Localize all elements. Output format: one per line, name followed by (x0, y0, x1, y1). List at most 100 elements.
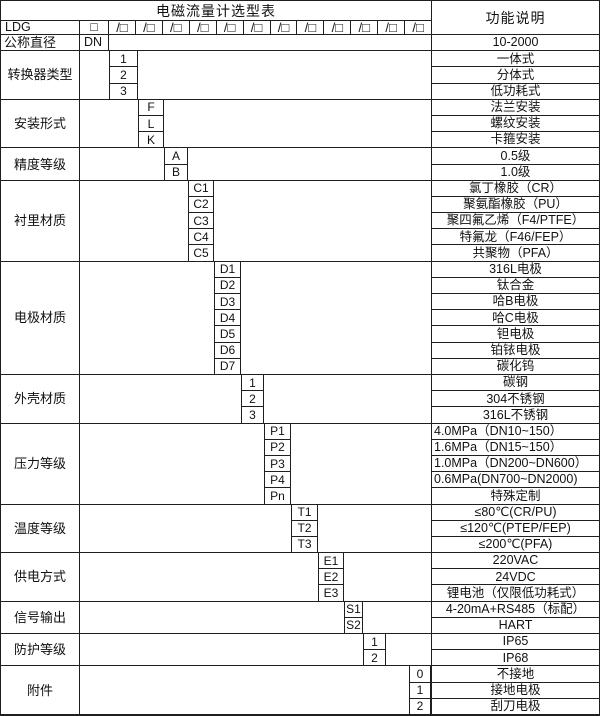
empty-cell (80, 634, 363, 667)
option-description: 法兰安装 (431, 99, 599, 116)
category-label: 信号输出 (1, 601, 80, 635)
empty-cell (386, 634, 431, 667)
option-code: 1 (409, 682, 431, 699)
option-description: 1.0MPa（DN200~DN600） (431, 455, 599, 473)
model-code-label: LDG (1, 21, 80, 35)
category-label: 供电方式 (1, 553, 80, 602)
option-description: 聚氨酯橡胶（PU） (431, 196, 599, 214)
option-code: P4 (264, 472, 291, 489)
empty-cell (363, 602, 431, 635)
category-label: 衬里材质 (1, 180, 80, 262)
empty-cell (80, 424, 264, 505)
option-code: D2 (214, 277, 241, 295)
code-box: /□ (378, 21, 406, 34)
option-description: 4-20mA+RS485（标配） (431, 601, 599, 618)
option-description: 0.6MPa(DN700~DN2000) (431, 472, 599, 489)
empty-cell (214, 181, 431, 262)
empty-cell (164, 100, 431, 149)
code-box: /□ (351, 21, 379, 34)
option-code: E3 (318, 585, 344, 602)
option-description: 1.0级 (431, 164, 599, 181)
option-description: 卡箍安装 (431, 132, 599, 149)
empty-cell (291, 424, 431, 505)
option-description: 220VAC (431, 553, 599, 570)
option-description: 铂铱电极 (431, 342, 599, 359)
empty-cell (80, 602, 344, 635)
category-label: 电极材质 (1, 261, 80, 375)
option-description: 10-2000 (431, 35, 599, 52)
option-description: 聚四氟乙烯（F4/PTFE） (431, 213, 599, 230)
option-description: 锂电池（仅限低功耗式） (431, 585, 599, 602)
empty-cell (318, 505, 431, 554)
code-box: /□ (109, 21, 136, 34)
option-description: 哈B电极 (431, 294, 599, 311)
option-code: 3 (109, 83, 138, 100)
option-description: 316L不锈钢 (431, 407, 599, 424)
option-code: C1 (188, 180, 214, 197)
option-code: B (164, 164, 188, 181)
option-description: 接地电极 (431, 682, 599, 699)
option-code: P2 (264, 439, 291, 456)
category-label: 温度等级 (1, 504, 80, 554)
option-description: 304不锈钢 (431, 391, 599, 408)
category-label: 转换器类型 (1, 51, 80, 100)
option-code: D3 (214, 294, 241, 311)
option-code: P3 (264, 455, 291, 473)
empty-cell (80, 100, 138, 149)
option-code: T2 (291, 520, 318, 537)
option-code: K (138, 132, 164, 149)
option-description: 一体式 (431, 51, 599, 68)
empty-cell (80, 666, 409, 715)
option-description: 螺纹安装 (431, 115, 599, 133)
option-description: IP68 (431, 650, 599, 667)
category-label: 附件 (1, 666, 80, 715)
option-description: 钛合金 (431, 277, 599, 295)
option-code: 2 (363, 650, 386, 667)
option-code: C5 (188, 245, 214, 262)
empty-cell (188, 148, 431, 181)
empty-cell (344, 553, 431, 602)
category-label: 公称直径 (1, 35, 80, 52)
option-code: D4 (214, 310, 241, 327)
code-box: /□ (271, 21, 298, 34)
empty-cell (80, 553, 318, 602)
code-box: /□ (217, 21, 244, 34)
option-description: 刮刀电极 (431, 698, 599, 715)
option-code: T3 (291, 536, 318, 554)
option-code: 2 (109, 67, 138, 84)
table-title: 电磁流量计选型表 (1, 1, 431, 21)
dn-code-box: □ (80, 21, 109, 35)
category-label: 压力等级 (1, 423, 80, 505)
function-column-header: 功能说明 (431, 1, 599, 35)
option-description: 4.0MPa（DN10~150） (431, 423, 599, 440)
code-box: /□ (163, 21, 190, 34)
option-description: 共聚物（PFA） (431, 245, 599, 262)
category-label: 精度等级 (1, 148, 80, 181)
option-code: 1 (241, 374, 264, 392)
option-description: 24VDC (431, 569, 599, 586)
option-code: T1 (291, 504, 318, 521)
option-description: ≤80℃(CR/PU) (431, 504, 599, 521)
option-description: ≤120℃(PTEP/FEP) (431, 520, 599, 537)
empty-cell (80, 375, 241, 424)
empty-cell (109, 35, 431, 52)
empty-cell (241, 262, 431, 375)
empty-cell (80, 181, 188, 262)
option-code: 0 (409, 666, 431, 683)
option-description: HART (431, 617, 599, 635)
empty-cell (80, 51, 109, 100)
code-box: /□ (190, 21, 217, 34)
option-code: 1 (109, 51, 138, 68)
empty-cell (264, 375, 431, 424)
category-label: 安装形式 (1, 99, 80, 149)
option-description: 碳化钨 (431, 358, 599, 375)
option-description: 1.6MPa（DN15~150） (431, 439, 599, 456)
option-description: 不接地 (431, 666, 599, 683)
option-code: D1 (214, 261, 241, 278)
code-box: /□ (244, 21, 271, 34)
option-code: E2 (318, 569, 344, 586)
option-code: S1 (344, 601, 363, 618)
option-code: Pn (264, 488, 291, 505)
option-code: E1 (318, 553, 344, 570)
